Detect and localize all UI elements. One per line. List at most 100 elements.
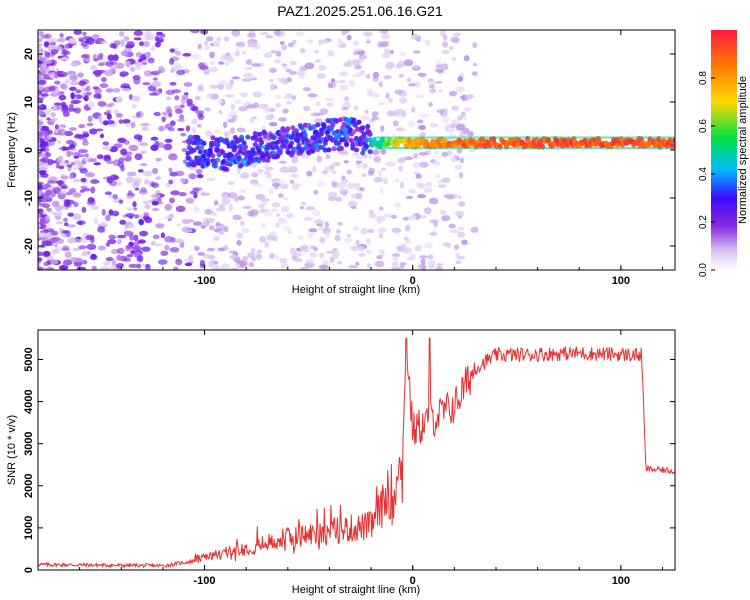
spectrogram-cell	[168, 167, 173, 173]
spectrogram-cell	[95, 128, 104, 132]
spectrogram-cell	[299, 48, 306, 54]
spectrogram-cell	[600, 136, 603, 139]
spectrogram-cell	[164, 244, 170, 251]
x-tick-label: 0	[410, 575, 416, 587]
spectrogram-cell	[269, 83, 276, 91]
spectrogram-cell	[455, 260, 462, 265]
spectrogram-cell	[454, 147, 457, 150]
spectrogram-cell	[73, 135, 80, 139]
spectrogram-cell	[278, 217, 285, 223]
spectrogram-cell	[48, 211, 57, 214]
spectrogram-cell	[81, 206, 87, 213]
spectrogram-cell	[279, 41, 285, 45]
spectrogram-cell	[645, 136, 649, 139]
spectrogram-cell	[105, 242, 110, 247]
spectrogram-cell	[80, 86, 86, 93]
spectrogram-cell	[364, 143, 369, 149]
spectrogram-cell	[446, 150, 453, 157]
spectrogram-cell	[55, 221, 64, 225]
spectrogram-cell	[234, 99, 242, 105]
spectrogram-cell	[164, 123, 174, 129]
spectrogram-cell	[322, 39, 329, 44]
spectrogram-cell	[391, 261, 399, 268]
spectrogram-cell	[168, 153, 178, 161]
spectrogram-cell	[431, 147, 434, 150]
spectrogram-cell	[229, 153, 235, 159]
spectrogram-cell	[183, 82, 193, 87]
spectrogram-cell	[235, 263, 241, 267]
spectrogram-cell	[364, 137, 369, 143]
spectrogram-cell	[151, 193, 161, 199]
spectrogram-cell	[498, 136, 501, 139]
spectrogram-cell	[223, 121, 228, 128]
spectrogram-cell	[300, 201, 307, 206]
spectrogram-cell	[268, 107, 276, 113]
spectrogram-cell	[383, 147, 386, 150]
spectrogram-cell	[169, 237, 176, 243]
spectrogram-cell	[365, 124, 371, 129]
spectrogram-cell	[69, 86, 77, 91]
y-tick-label: 1000	[23, 516, 35, 540]
spectrogram-cell	[466, 136, 469, 139]
spectrogram-cell	[227, 118, 236, 123]
spectrogram-cell	[192, 187, 200, 194]
spectrogram-cell	[378, 169, 382, 177]
spectrogram-cell	[73, 201, 79, 208]
spectrogram-cell	[219, 229, 225, 236]
spectrogram-cell	[236, 167, 241, 174]
spectrogram-cell	[125, 122, 131, 128]
spectrogram-cell	[257, 169, 264, 174]
spectrogram-cell	[38, 173, 41, 180]
spectrogram-cell	[263, 165, 270, 169]
spectrogram-cell	[209, 60, 216, 65]
spectrogram-cell	[47, 134, 53, 141]
spectrogram-cell	[408, 147, 411, 150]
spectrogram-cell	[246, 32, 257, 39]
spectrogram-cell	[209, 51, 216, 59]
spectrogram-cell	[40, 111, 46, 117]
spectrogram-cell	[243, 72, 253, 78]
spectrogram-cell	[93, 162, 101, 166]
spectrogram-cell	[169, 247, 180, 253]
spectrogram-cell	[93, 217, 99, 225]
spectrogram-cell	[39, 199, 49, 203]
spectrogram-cell	[131, 95, 140, 102]
spectrogram-cell	[247, 210, 255, 217]
spectrogram-cell	[217, 83, 224, 91]
spectrogram-cell	[101, 76, 107, 83]
spectrogram-cell	[172, 63, 183, 71]
spectrogram-cell	[106, 160, 114, 165]
spectrogram-cell	[91, 265, 97, 270]
spectrogram-cell	[295, 252, 304, 257]
spectrogram-cell	[419, 132, 426, 138]
spectrogram-cell	[419, 255, 429, 259]
spectrogram-cell	[285, 68, 292, 73]
spectrogram-cell	[112, 194, 118, 200]
y-tick-label: 3000	[23, 431, 35, 455]
spectrogram-cell	[151, 168, 158, 174]
spectrogram-cell	[539, 136, 542, 139]
spectrogram-cell	[113, 40, 121, 46]
spectrogram-cell	[210, 66, 219, 73]
spectrogram-cell	[525, 136, 528, 139]
spectrogram-cell	[243, 66, 253, 71]
spectrogram-cell	[598, 136, 601, 139]
spectrogram-cell	[227, 192, 238, 199]
spectrogram-cell	[570, 136, 574, 139]
spectrogram-cell	[404, 147, 407, 150]
spectrogram-cell	[218, 61, 225, 65]
spectrogram-cell	[86, 251, 91, 255]
spectrogram-cell	[97, 54, 103, 61]
spectrogram-cell	[206, 247, 215, 252]
spectrogram-cell	[86, 85, 91, 92]
spectrogram-cell	[185, 150, 191, 156]
spectrogram-cell	[156, 37, 164, 43]
spectrogram-cell	[125, 44, 134, 49]
spectrogram-cell	[413, 65, 419, 70]
spectrogram-cell	[431, 136, 434, 139]
spectrogram-cell	[566, 147, 569, 150]
spectrogram-cell	[457, 115, 463, 121]
spectrogram-cell	[351, 59, 360, 66]
spectrogram-cell	[292, 182, 297, 187]
